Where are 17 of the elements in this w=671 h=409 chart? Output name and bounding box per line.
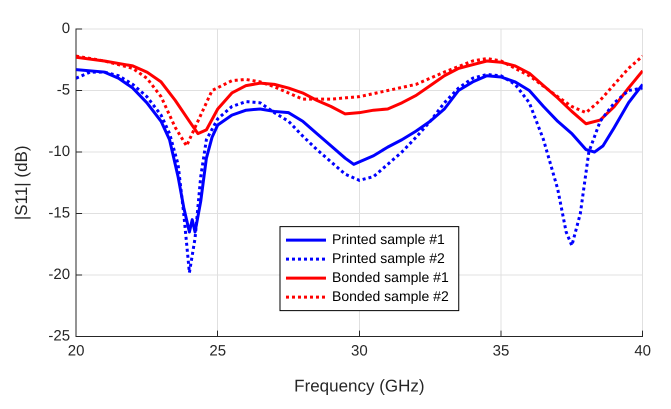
y-tick-label: -10 xyxy=(48,143,70,160)
y-axis-title: |S11| (dB) xyxy=(12,145,31,220)
y-tick-label: -20 xyxy=(48,266,70,284)
x-tick-label: 35 xyxy=(492,342,510,360)
y-tick-label: 0 xyxy=(62,20,70,38)
y-tick-label: -5 xyxy=(56,82,70,99)
y-tick-label: -15 xyxy=(48,204,70,222)
y-tick-label: -25 xyxy=(48,328,70,345)
x-axis-title: Frequency (GHz) xyxy=(294,376,425,396)
legend-label: Printed sample #1 xyxy=(332,230,446,247)
legend-label: Printed sample #2 xyxy=(332,250,446,266)
legend-label: Bonded sample #2 xyxy=(332,288,449,304)
x-tick-label: 40 xyxy=(634,342,651,360)
x-tick-label: 20 xyxy=(68,342,84,360)
x-tick-label: 25 xyxy=(209,342,226,360)
x-tick-label: 30 xyxy=(351,342,368,360)
legend-label: Bonded sample #1 xyxy=(332,268,449,285)
